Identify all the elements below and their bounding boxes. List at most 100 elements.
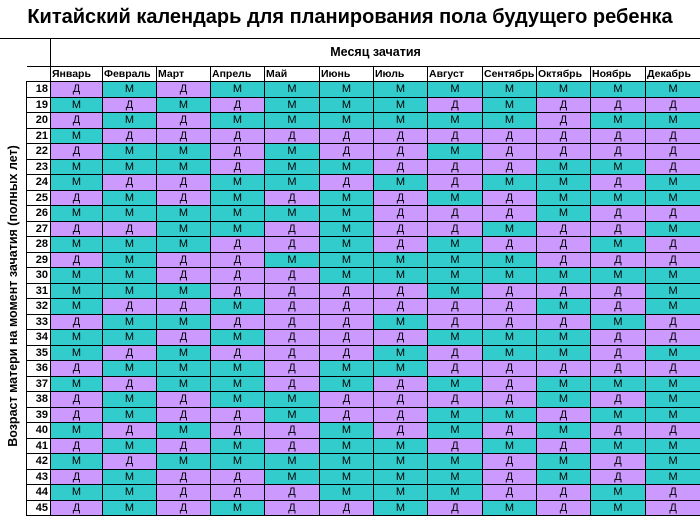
boy-cell: М <box>51 268 103 284</box>
boy-cell: М <box>211 438 265 454</box>
girl-cell: Д <box>103 454 157 470</box>
girl-cell: Д <box>265 283 320 299</box>
girl-cell: Д <box>320 299 374 315</box>
girl-cell: Д <box>211 314 265 330</box>
boy-cell: М <box>51 237 103 253</box>
girl-cell: Д <box>211 345 265 361</box>
boy-cell: М <box>211 299 265 315</box>
girl-cell: Д <box>320 407 374 423</box>
girl-cell: Д <box>483 299 537 315</box>
boy-cell: М <box>103 438 157 454</box>
boy-cell: М <box>320 361 374 377</box>
boy-cell: М <box>483 438 537 454</box>
girl-cell: Д <box>646 206 700 222</box>
corner-cell <box>27 38 51 67</box>
girl-cell: Д <box>265 128 320 144</box>
age-cell: 32 <box>27 299 51 315</box>
boy-cell: М <box>103 392 157 408</box>
boy-cell: М <box>428 82 483 98</box>
girl-cell: Д <box>320 345 374 361</box>
boy-cell: М <box>211 361 265 377</box>
boy-cell: М <box>537 330 591 346</box>
girl-cell: Д <box>320 283 374 299</box>
girl-cell: Д <box>157 299 211 315</box>
boy-cell: М <box>51 159 103 175</box>
boy-cell: М <box>428 330 483 346</box>
girl-cell: Д <box>51 252 103 268</box>
girl-cell: Д <box>320 500 374 516</box>
boy-cell: М <box>51 376 103 392</box>
boy-cell: М <box>374 469 428 485</box>
boy-cell: М <box>320 469 374 485</box>
girl-cell: Д <box>103 376 157 392</box>
age-cell: 29 <box>27 252 51 268</box>
boy-cell: М <box>374 268 428 284</box>
boy-cell: М <box>428 376 483 392</box>
boy-cell: М <box>374 252 428 268</box>
boy-cell: М <box>211 221 265 237</box>
boy-cell: М <box>51 299 103 315</box>
month-header: Июнь <box>320 67 374 82</box>
girl-cell: Д <box>320 392 374 408</box>
boy-cell: М <box>646 221 700 237</box>
girl-cell: Д <box>537 361 591 377</box>
boy-cell: М <box>265 175 320 191</box>
girl-cell: Д <box>591 97 646 113</box>
girl-cell: Д <box>211 237 265 253</box>
boy-cell: М <box>591 159 646 175</box>
boy-cell: М <box>483 113 537 129</box>
girl-cell: Д <box>537 144 591 160</box>
boy-cell: М <box>591 190 646 206</box>
girl-cell: Д <box>265 376 320 392</box>
age-cell: 35 <box>27 345 51 361</box>
girl-cell: Д <box>157 190 211 206</box>
boy-cell: М <box>103 252 157 268</box>
girl-cell: Д <box>646 361 700 377</box>
boy-cell: М <box>211 206 265 222</box>
month-header: Июль <box>374 67 428 82</box>
boy-cell: М <box>157 314 211 330</box>
boy-cell: М <box>591 237 646 253</box>
girl-cell: Д <box>428 159 483 175</box>
girl-cell: Д <box>157 485 211 501</box>
boy-cell: М <box>374 82 428 98</box>
girl-cell: Д <box>646 314 700 330</box>
boy-cell: М <box>320 454 374 470</box>
boy-cell: М <box>428 407 483 423</box>
boy-cell: М <box>483 407 537 423</box>
girl-cell: Д <box>265 438 320 454</box>
girl-cell: Д <box>537 113 591 129</box>
boy-cell: М <box>320 97 374 113</box>
boy-cell: М <box>103 407 157 423</box>
girl-cell: Д <box>483 159 537 175</box>
girl-cell: Д <box>483 392 537 408</box>
boy-cell: М <box>157 454 211 470</box>
girl-cell: Д <box>211 283 265 299</box>
age-cell: 45 <box>27 500 51 516</box>
boy-cell: М <box>537 392 591 408</box>
girl-cell: Д <box>428 175 483 191</box>
boy-cell: М <box>374 175 428 191</box>
boy-cell: М <box>211 175 265 191</box>
girl-cell: Д <box>320 314 374 330</box>
girl-cell: Д <box>51 438 103 454</box>
girl-cell: Д <box>591 469 646 485</box>
month-header: Март <box>157 67 211 82</box>
age-cell: 19 <box>27 97 51 113</box>
girl-cell: Д <box>483 283 537 299</box>
month-header: Ноябрь <box>591 67 646 82</box>
boy-cell: М <box>374 345 428 361</box>
boy-cell: М <box>537 175 591 191</box>
girl-cell: Д <box>211 144 265 160</box>
boy-cell: М <box>157 345 211 361</box>
boy-cell: М <box>428 268 483 284</box>
month-header: Май <box>265 67 320 82</box>
